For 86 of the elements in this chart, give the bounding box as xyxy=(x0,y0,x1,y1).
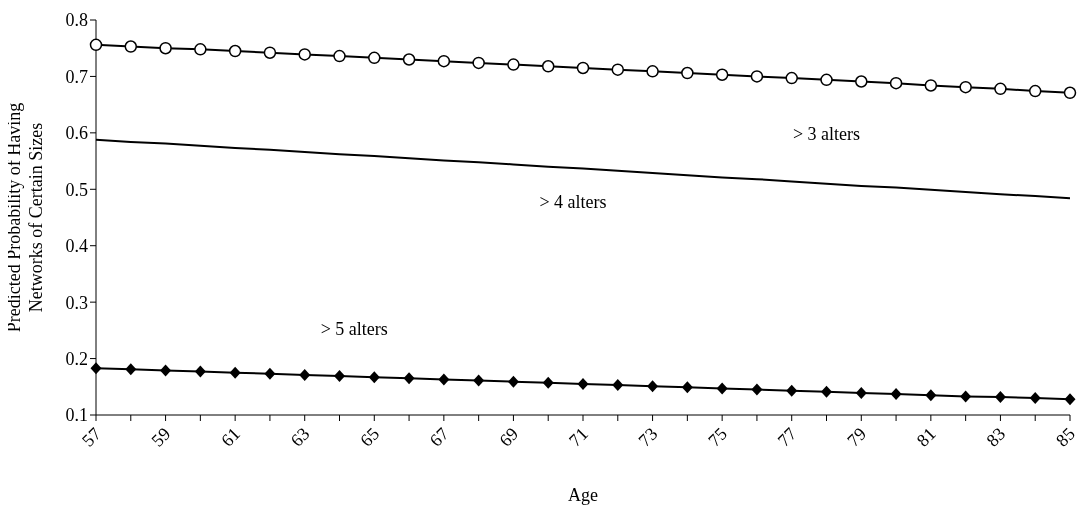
point xyxy=(576,61,590,75)
x-tick-label: 65 xyxy=(356,423,384,451)
point xyxy=(716,382,728,395)
point xyxy=(124,40,138,53)
point xyxy=(334,370,345,383)
point xyxy=(611,63,625,76)
point xyxy=(1028,84,1042,98)
point xyxy=(403,372,415,385)
point xyxy=(960,390,972,403)
point xyxy=(263,46,277,59)
y-tick-label: 0.1 xyxy=(65,405,88,426)
point xyxy=(159,41,172,55)
point xyxy=(890,388,902,401)
point xyxy=(368,51,381,65)
point xyxy=(925,389,937,402)
point xyxy=(160,364,172,377)
point xyxy=(542,376,554,389)
point xyxy=(994,390,1006,403)
point xyxy=(889,76,903,90)
point xyxy=(820,73,833,87)
point xyxy=(368,371,380,384)
point xyxy=(298,48,311,61)
point xyxy=(194,43,207,56)
point xyxy=(90,362,102,375)
x-tick-label: 63 xyxy=(286,423,314,451)
point xyxy=(750,70,764,83)
point xyxy=(333,49,346,63)
point xyxy=(438,373,450,386)
x-axis-title: Age xyxy=(568,485,598,505)
y-tick-label: 0.6 xyxy=(65,123,88,144)
series-label: > 5 alters xyxy=(320,319,388,340)
point xyxy=(473,374,485,387)
x-tick-label: 59 xyxy=(147,423,175,451)
point xyxy=(402,53,416,66)
point xyxy=(924,79,938,92)
series-label: > 4 alters xyxy=(539,192,607,213)
point xyxy=(612,379,624,392)
y-tick-label: 0.5 xyxy=(65,179,88,200)
point xyxy=(647,380,659,393)
x-tick-label: 83 xyxy=(982,423,1010,451)
point xyxy=(681,66,694,80)
y-axis-title: Predicted Probability of Having Networks of Certain Sizes xyxy=(4,102,46,333)
point xyxy=(125,363,137,376)
x-tick-label: 69 xyxy=(495,423,523,451)
y-tick-label: 0.8 xyxy=(65,10,88,31)
point xyxy=(785,71,798,85)
x-tick-label: 57 xyxy=(77,423,105,451)
text: > 3 alters xyxy=(792,123,861,144)
point xyxy=(228,44,242,58)
y-tick-label: 0.2 xyxy=(65,348,88,369)
point xyxy=(194,365,206,378)
point xyxy=(786,384,798,397)
x-tick-label: 73 xyxy=(634,423,662,451)
y-tick-label: 0.4 xyxy=(65,236,88,257)
point xyxy=(299,368,311,381)
x-tick-label: 79 xyxy=(843,423,871,451)
x-tick-label: 77 xyxy=(773,423,801,451)
point xyxy=(1064,393,1076,406)
x-tick-label: 81 xyxy=(912,423,940,451)
x-tick-label: 85 xyxy=(1051,423,1079,451)
point xyxy=(821,385,832,398)
y-tick-label: 0.3 xyxy=(65,292,88,313)
point xyxy=(437,54,451,68)
point xyxy=(715,68,729,81)
point xyxy=(577,377,589,390)
point xyxy=(681,381,693,394)
point xyxy=(229,366,241,379)
x-tick-label: 61 xyxy=(217,423,244,451)
point xyxy=(507,375,519,388)
point xyxy=(855,386,867,399)
x-tick-label: 75 xyxy=(704,423,731,451)
point xyxy=(994,82,1007,96)
point xyxy=(646,65,659,78)
point xyxy=(89,38,103,52)
point xyxy=(541,60,555,73)
y-tick-label: 0.7 xyxy=(65,66,88,87)
point xyxy=(1029,392,1041,405)
point xyxy=(472,56,485,70)
point xyxy=(507,58,520,71)
x-tick-label: 71 xyxy=(564,423,592,451)
point xyxy=(1063,86,1077,100)
point xyxy=(959,80,972,94)
point xyxy=(751,383,763,396)
point xyxy=(855,75,868,88)
x-tick-label: 67 xyxy=(425,423,453,451)
point xyxy=(264,367,276,380)
